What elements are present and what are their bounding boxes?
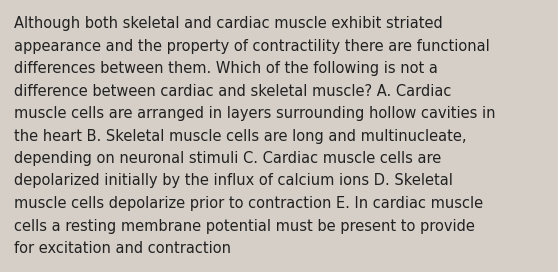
- Text: Although both skeletal and cardiac muscle exhibit striated: Although both skeletal and cardiac muscl…: [14, 16, 442, 31]
- Text: the heart B. Skeletal muscle cells are long and multinucleate,: the heart B. Skeletal muscle cells are l…: [14, 128, 466, 144]
- Text: depending on neuronal stimuli C. Cardiac muscle cells are: depending on neuronal stimuli C. Cardiac…: [14, 151, 441, 166]
- Text: for excitation and contraction: for excitation and contraction: [14, 241, 231, 256]
- Text: appearance and the property of contractility there are functional: appearance and the property of contracti…: [14, 39, 490, 54]
- Text: differences between them. Which of the following is not a: differences between them. Which of the f…: [14, 61, 438, 76]
- Text: difference between cardiac and skeletal muscle? A. Cardiac: difference between cardiac and skeletal …: [14, 84, 451, 98]
- Text: muscle cells depolarize prior to contraction E. In cardiac muscle: muscle cells depolarize prior to contrac…: [14, 196, 483, 211]
- Text: muscle cells are arranged in layers surrounding hollow cavities in: muscle cells are arranged in layers surr…: [14, 106, 496, 121]
- Text: cells a resting membrane potential must be present to provide: cells a resting membrane potential must …: [14, 218, 475, 233]
- Text: depolarized initially by the influx of calcium ions D. Skeletal: depolarized initially by the influx of c…: [14, 174, 453, 188]
